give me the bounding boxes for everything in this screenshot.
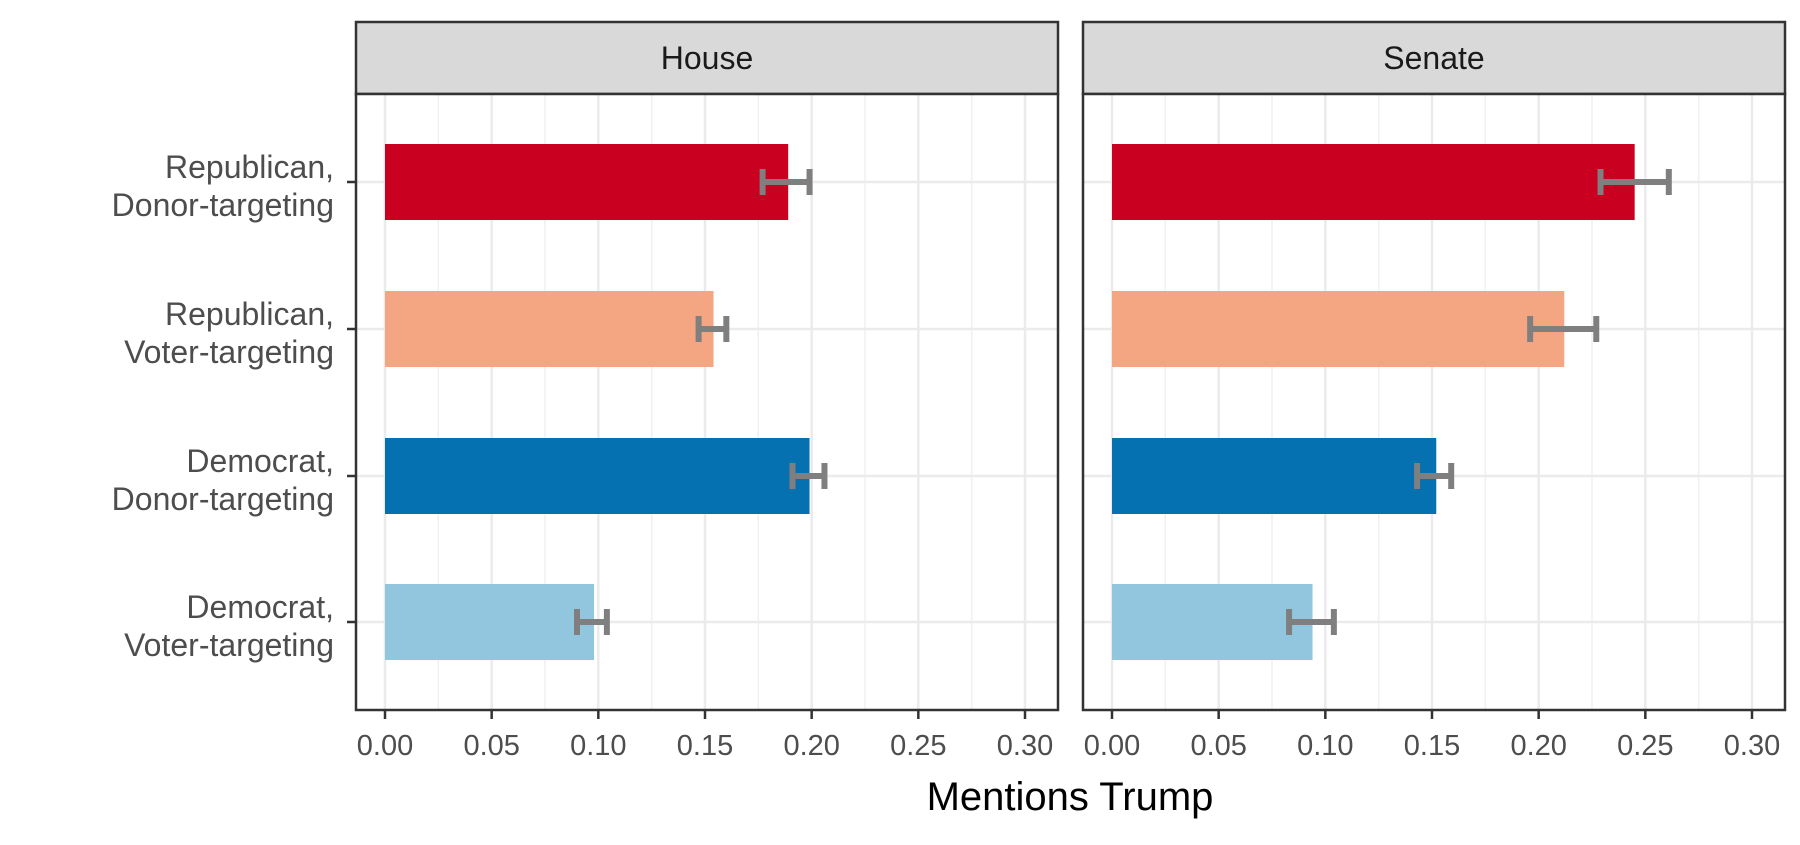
y-tick-label-line: Donor-targeting [112,481,334,517]
y-tick-label-line: Voter-targeting [124,627,334,663]
x-tick-label: 0.20 [783,730,839,762]
x-tick-label: 0.20 [1510,730,1566,762]
bar [1112,438,1437,514]
x-tick-label: 0.25 [1617,730,1673,762]
facet-strip [354,20,1060,96]
x-tick-label: 0.05 [1190,730,1246,762]
y-tick-label-line: Democrat, [186,589,334,625]
facet-strip-label: Senate [1383,40,1484,76]
x-tick-label: 0.30 [1724,730,1780,762]
y-tick-label: Republican, Voter-targeting [124,296,334,370]
x-tick-label: 0.10 [570,730,626,762]
facet-strip [1081,20,1787,96]
x-tick-label: 0.05 [463,730,519,762]
y-tick-label-line: Republican, [165,149,334,185]
y-tick-label-line: Voter-targeting [124,334,334,370]
panel-border [354,92,1060,712]
x-tick-label: 0.25 [890,730,946,762]
y-tick-label: Democrat, Donor-targeting [112,443,334,517]
y-tick-label-line: Republican, [165,296,334,332]
bar [385,584,595,660]
x-tick-label: 0.00 [357,730,413,762]
panel-border [1081,92,1787,712]
bar [385,438,810,514]
panel-senate: Senate 0.00 0.05 0.10 0.15 0.20 0.25 0.30 [1081,20,1787,762]
y-tick-label: Democrat, Voter-targeting [124,589,334,663]
y-tick-label-line: Donor-targeting [112,187,334,223]
x-tick-label: 0.15 [1404,730,1460,762]
bar [385,291,714,367]
facet-strip-label: House [661,40,754,76]
bar [385,144,789,220]
bar [1112,291,1565,367]
bar [1112,144,1635,220]
panel-house: House 0.00 0.05 0.10 0.15 0.20 0.25 0.30 [354,20,1060,762]
x-tick-label: 0.30 [997,730,1053,762]
x-tick-label: 0.15 [677,730,733,762]
x-tick-label: 0.10 [1297,730,1353,762]
x-axis-title: Mentions Trump [927,775,1214,819]
x-tick-label: 0.00 [1084,730,1140,762]
y-tick-label: Republican, Donor-targeting [112,149,334,223]
bar [1112,584,1313,660]
y-tick-label-line: Democrat, [186,443,334,479]
